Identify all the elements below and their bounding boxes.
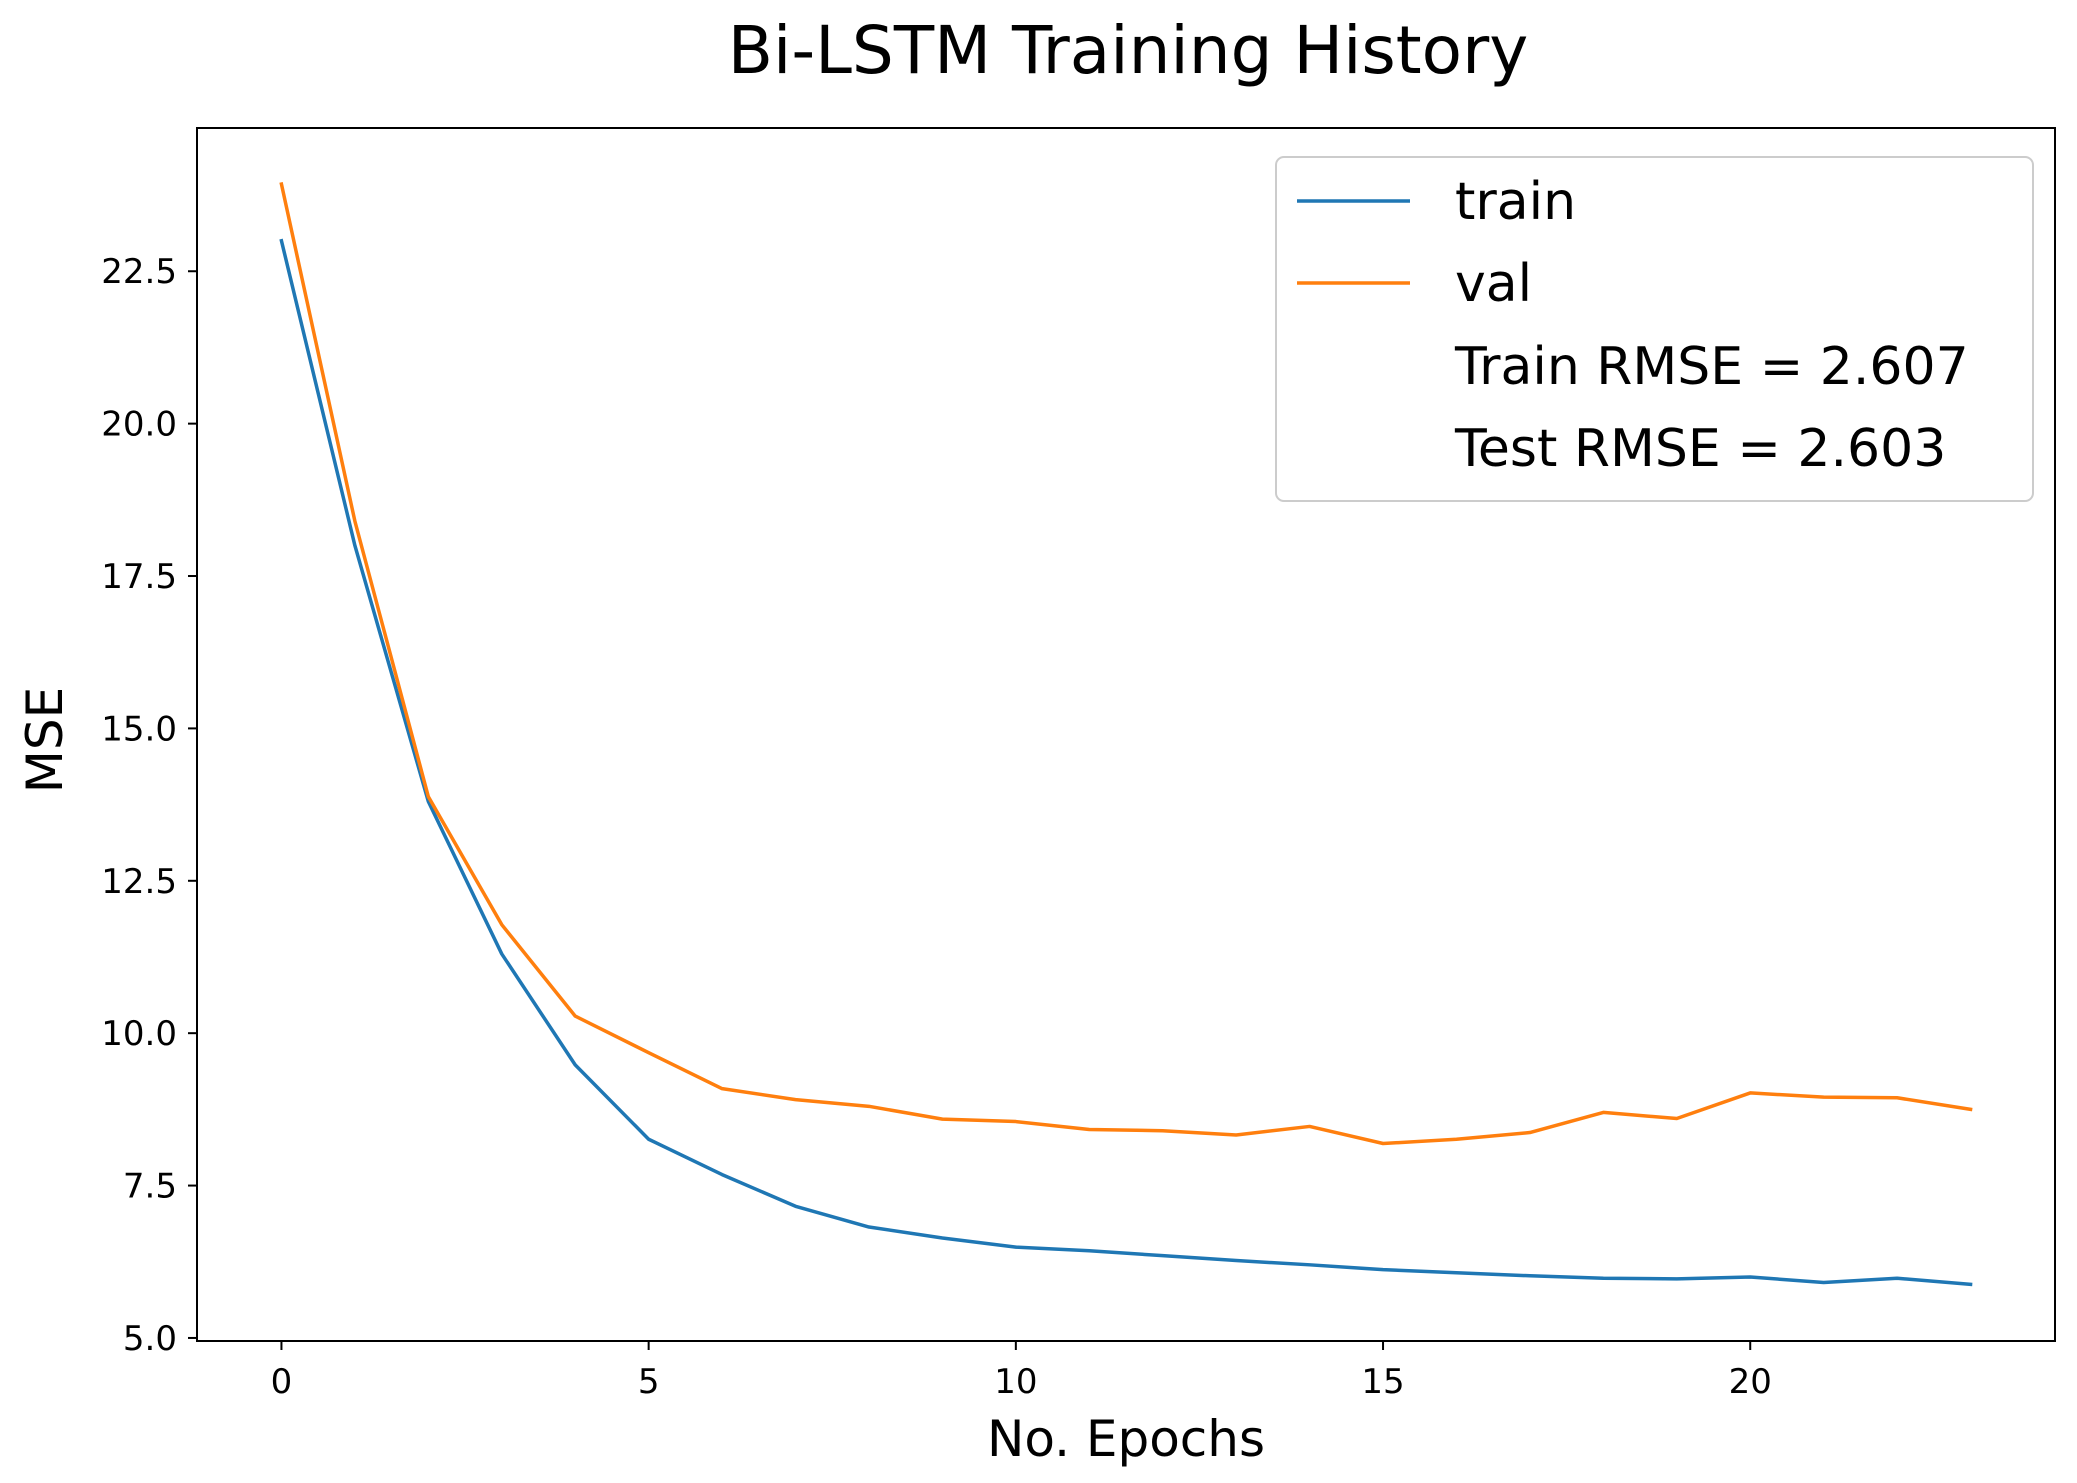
x-tick-label: 5 <box>638 1362 660 1402</box>
y-tick-label: 7.5 <box>123 1167 177 1207</box>
y-tick-label: 20.0 <box>101 405 177 445</box>
x-axis-ticks: 0 5 10 15 20 <box>271 1341 1772 1402</box>
x-axis-label: No. Epochs <box>987 1410 1265 1468</box>
x-tick-label: 20 <box>1729 1362 1772 1402</box>
series-line-val <box>279 181 1973 1146</box>
y-tick-label: 22.5 <box>101 252 177 292</box>
legend-box <box>1275 156 2034 502</box>
y-axis-label: MSE <box>16 687 74 793</box>
y-axis-ticks: 5.0 7.5 10.0 12.5 15.0 17.5 20.0 22.5 <box>101 252 197 1359</box>
x-tick-label: 0 <box>271 1362 293 1402</box>
series-lines <box>279 181 1973 1287</box>
y-tick-label: 17.5 <box>101 557 177 597</box>
y-tick-label: 12.5 <box>101 862 177 902</box>
series-line-train <box>279 238 1973 1287</box>
chart-title: Bi-LSTM Training History <box>728 12 1529 89</box>
y-tick-label: 15.0 <box>101 709 177 749</box>
y-tick-label: 10.0 <box>101 1014 177 1054</box>
y-tick-label: 5.0 <box>123 1319 177 1359</box>
legend-label-train: train <box>1455 172 1576 232</box>
legend: train val Train RMSE = 2.607 Test RMSE =… <box>1275 156 2034 502</box>
legend-train-rmse: Train RMSE = 2.607 <box>1454 337 1969 397</box>
x-tick-label: 10 <box>994 1362 1037 1402</box>
x-tick-label: 15 <box>1361 1362 1404 1402</box>
legend-test-rmse: Test RMSE = 2.603 <box>1454 419 1946 479</box>
legend-label-val: val <box>1455 254 1532 314</box>
